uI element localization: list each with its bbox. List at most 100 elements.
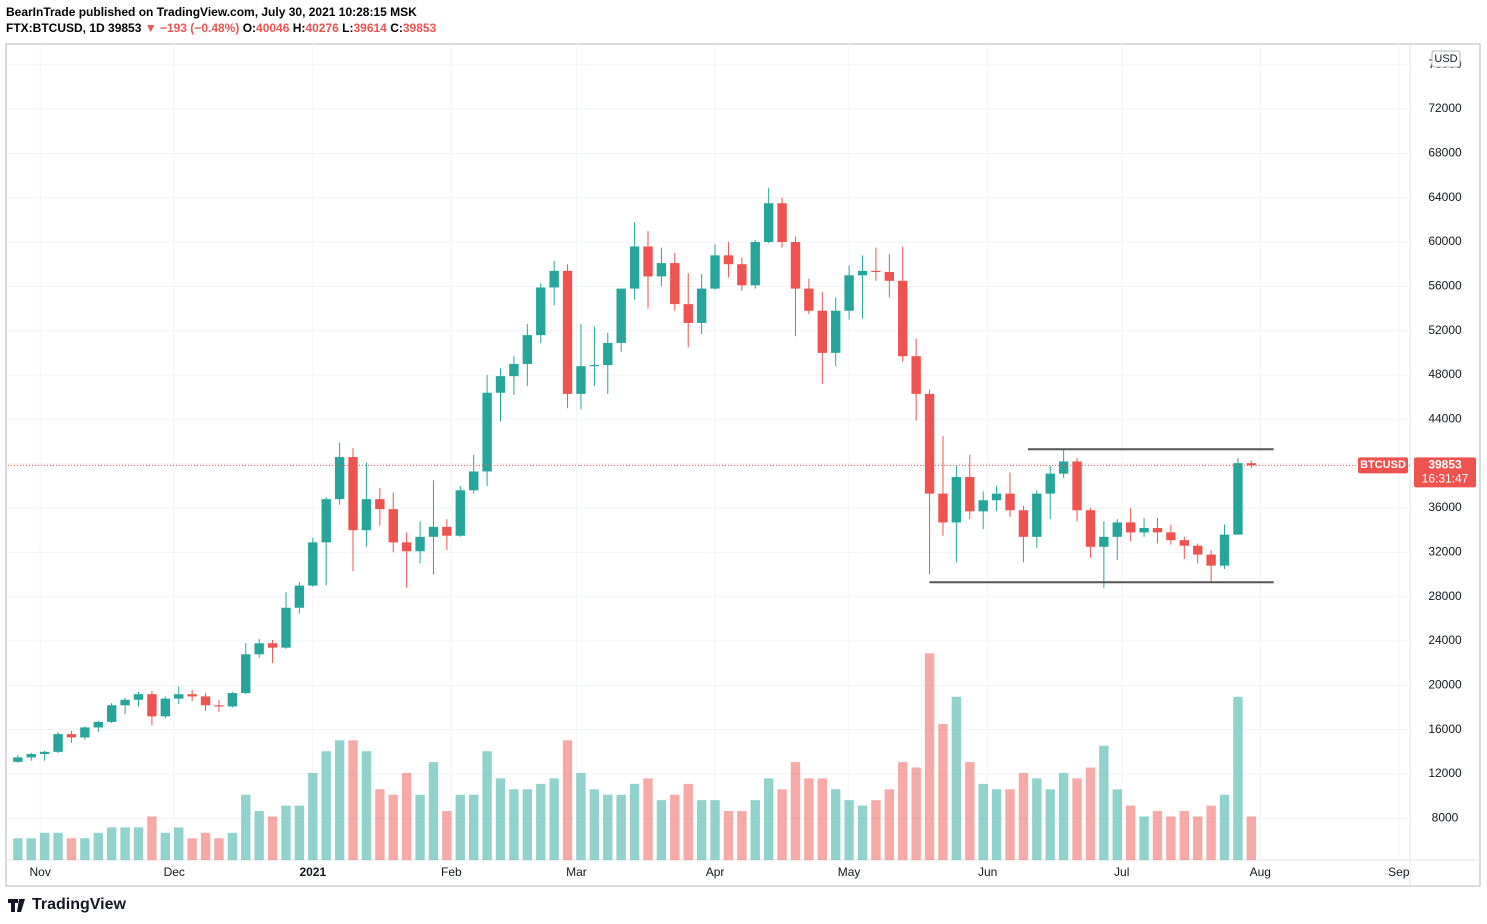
- candle-body: [321, 499, 331, 543]
- volume-bar: [871, 800, 881, 860]
- y-tick-label: 12000: [1428, 766, 1462, 780]
- candle-body: [227, 693, 238, 707]
- volume-bar: [790, 762, 801, 860]
- volume-bar: [160, 832, 171, 860]
- price-tag-box: [1414, 457, 1476, 488]
- candle-body: [763, 203, 774, 243]
- candle-body: [911, 356, 921, 394]
- volume-bar: [66, 838, 77, 860]
- volume-bar: [549, 778, 559, 860]
- candle-body: [696, 288, 707, 323]
- volume-bar: [683, 783, 693, 860]
- y-tick-label: 56000: [1428, 279, 1462, 293]
- candle-body: [616, 288, 626, 343]
- volume-bar: [1193, 816, 1203, 860]
- candle-body: [401, 542, 412, 552]
- candle-body: [147, 694, 157, 717]
- candle-body: [898, 280, 908, 357]
- candle-body: [361, 499, 372, 531]
- volume-bar: [147, 816, 157, 860]
- volume-bar: [1032, 778, 1042, 860]
- volume-bar: [321, 751, 331, 860]
- candle-body: [723, 255, 734, 265]
- x-tick-label: Sep: [1388, 865, 1410, 879]
- volume-bar: [1179, 811, 1189, 860]
- change: ▼ −193 (−0.48%): [144, 21, 240, 35]
- volume-bar: [469, 794, 479, 860]
- candle-body: [482, 392, 492, 472]
- candle-body: [1085, 510, 1096, 547]
- candle-body: [26, 754, 36, 758]
- volume-bar: [294, 805, 305, 860]
- candle-body: [549, 270, 559, 288]
- candle-body: [777, 203, 787, 243]
- candle-body: [348, 457, 358, 531]
- candle-body: [455, 490, 465, 536]
- h-label: H:: [292, 21, 306, 35]
- candle-body: [1166, 532, 1176, 541]
- candle-body: [536, 287, 546, 336]
- candle-body: [66, 734, 77, 738]
- candle-body: [603, 342, 613, 366]
- candle-body: [1193, 545, 1203, 555]
- volume-bar: [254, 811, 264, 860]
- candle-body: [790, 242, 801, 289]
- volume-bar: [281, 805, 291, 860]
- y-tick-label: 64000: [1428, 190, 1462, 204]
- candle-body: [750, 242, 760, 286]
- volume-bar: [1045, 789, 1055, 860]
- y-tick-label: 72000: [1428, 101, 1462, 115]
- volume-bar: [361, 751, 372, 860]
- volume-bar: [267, 816, 278, 860]
- symbol: FTX:BTCUSD, 1D: [6, 21, 105, 35]
- candle-body: [1206, 554, 1216, 566]
- candle-body: [670, 263, 680, 305]
- volume-bar: [1139, 816, 1149, 860]
- x-tick-label: Nov: [30, 865, 51, 879]
- candle-body: [308, 542, 318, 586]
- volume-bar: [80, 838, 90, 860]
- volume-bar: [938, 724, 948, 860]
- volume-bar: [401, 772, 412, 860]
- y-tick-label: 68000: [1428, 146, 1462, 160]
- volume-bar: [857, 805, 868, 860]
- volume-bar: [227, 832, 238, 860]
- o-label: O:: [242, 21, 257, 35]
- volume-bar: [1206, 805, 1216, 860]
- volume-bar: [415, 794, 425, 860]
- candle-body: [1152, 527, 1163, 533]
- candle-body: [39, 751, 50, 755]
- low: 39614: [353, 21, 387, 35]
- y-tick-label: 36000: [1428, 500, 1462, 514]
- frame: [5, 43, 1481, 887]
- volume-bar: [375, 789, 385, 860]
- candle-body: [857, 270, 868, 276]
- volume-bar: [509, 789, 519, 860]
- candle-body: [415, 536, 425, 552]
- x-tick-label: 2021: [299, 865, 326, 879]
- candle-body: [817, 310, 827, 353]
- candle-body: [965, 476, 975, 512]
- candle-body: [160, 698, 171, 717]
- candle-body: [562, 270, 573, 394]
- volume-bar: [1072, 778, 1082, 860]
- volume-bar: [536, 783, 546, 860]
- candle-body: [469, 471, 479, 491]
- candle-body: [241, 654, 251, 694]
- volume-bar: [120, 827, 130, 860]
- volume-bar: [39, 832, 50, 860]
- y-tick-label: 28000: [1428, 589, 1462, 603]
- header: BearInTrade published on TradingView.com…: [6, 4, 436, 36]
- volume-bar: [53, 832, 63, 860]
- volume-bar: [482, 751, 492, 860]
- candle-body: [13, 757, 23, 762]
- candle-body: [428, 526, 439, 537]
- candle-body: [93, 721, 103, 728]
- close: 39853: [402, 21, 437, 35]
- y-tick-label: 32000: [1428, 545, 1462, 559]
- volume-bar: [804, 778, 814, 860]
- brand: TradingView: [32, 896, 127, 913]
- volume-bar: [844, 800, 854, 860]
- y-tick-label: 16000: [1428, 722, 1462, 736]
- volume-bar: [1018, 772, 1029, 860]
